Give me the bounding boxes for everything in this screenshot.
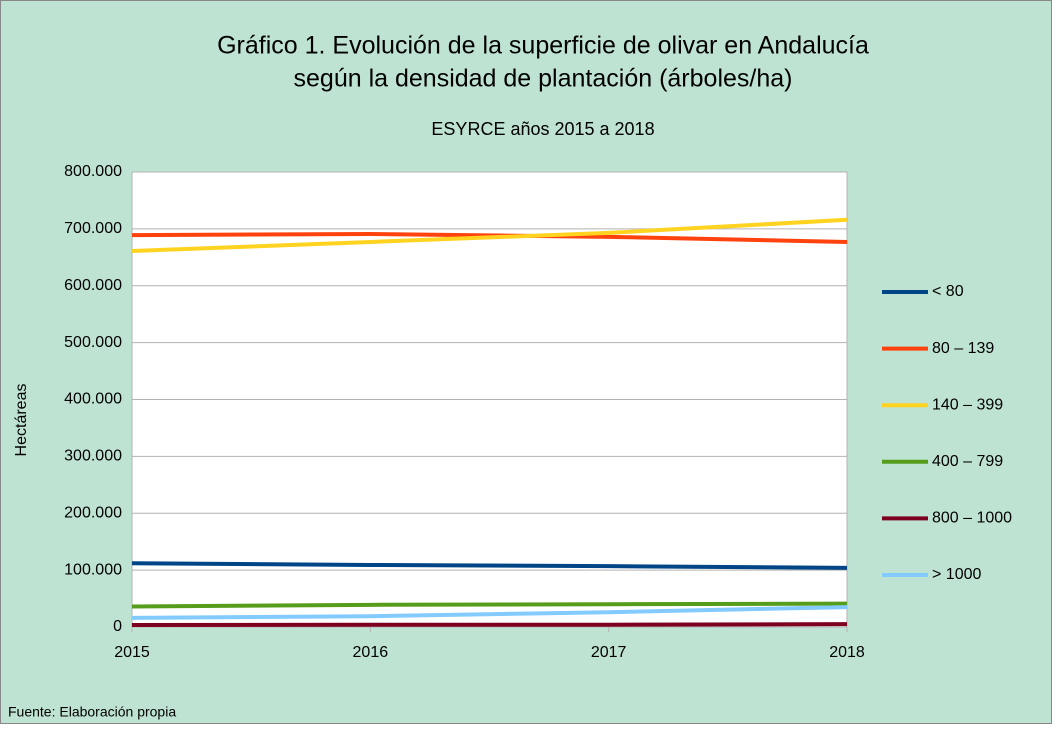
legend-label: 140 – 399 [932,396,1003,413]
chart-subtitle: ESYRCE años 2015 a 2018 [431,119,654,139]
x-tick-label: 2016 [353,644,389,661]
y-tick-label: 100.000 [64,561,122,578]
chart-title: según la densidad de plantación (árboles… [294,65,793,93]
y-tick-label: 500.000 [64,334,122,351]
y-tick-label: 600.000 [64,277,122,294]
y-tick-label: 300.000 [64,448,122,465]
legend-label: 800 – 1000 [932,510,1012,527]
legend-label: 80 – 139 [932,340,994,357]
series-line [131,601,848,609]
y-axis-label: Hectáreas [13,384,30,457]
legend-label: > 1000 [932,566,981,583]
series-line [131,605,848,620]
y-tick-label: 700.000 [64,220,122,237]
y-tick-label: 800.000 [64,163,122,180]
series-line [131,561,848,570]
chart-title: Gráfico 1. Evolución de la superficie de… [217,32,869,60]
x-tick-label: 2017 [591,644,627,661]
series-line [131,622,848,628]
x-tick-label: 2015 [114,644,150,661]
y-tick-label: 200.000 [64,504,122,521]
series-line [131,217,848,254]
legend-label: < 80 [932,283,964,300]
y-tick-label: 400.000 [64,391,122,408]
source: Fuente: Elaboración propia [8,704,176,720]
x-tick-label: 2018 [829,644,865,661]
legend-label: 400 – 799 [932,453,1003,470]
y-tick-label: 0 [113,618,122,635]
